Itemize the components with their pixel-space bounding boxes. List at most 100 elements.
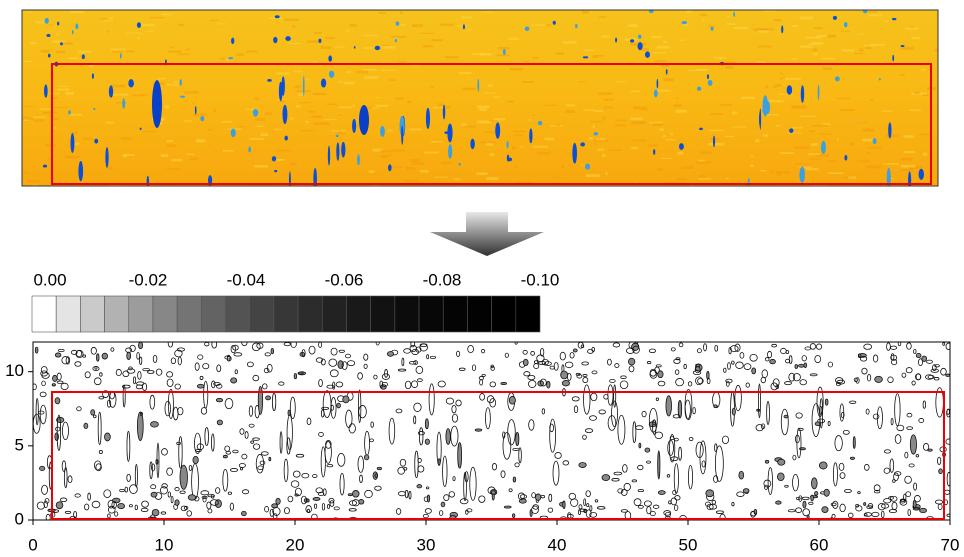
texture — [178, 23, 185, 27]
texture — [862, 138, 874, 142]
contour — [844, 488, 852, 494]
texture — [700, 13, 708, 16]
texture — [850, 142, 855, 146]
texture — [655, 89, 671, 92]
texture — [255, 125, 265, 128]
contour — [540, 495, 546, 499]
texture — [331, 130, 346, 132]
contour — [403, 348, 411, 354]
contour — [57, 348, 65, 353]
contour — [413, 402, 422, 412]
contour — [41, 380, 46, 387]
contour — [156, 442, 160, 479]
texture — [687, 69, 702, 71]
colorbar-swatch — [80, 295, 105, 333]
contour — [819, 405, 823, 415]
texture — [708, 25, 715, 28]
texture — [137, 37, 140, 40]
contour — [424, 508, 432, 514]
spot — [60, 42, 63, 46]
texture — [733, 27, 749, 30]
texture — [120, 137, 133, 140]
texture — [305, 120, 309, 123]
texture — [774, 84, 782, 87]
contour — [445, 428, 451, 445]
contour — [918, 418, 925, 423]
contour — [751, 367, 757, 375]
contour — [801, 496, 810, 501]
spot — [425, 107, 431, 129]
spot — [908, 171, 912, 186]
texture — [422, 45, 434, 48]
contour — [830, 502, 837, 507]
texture — [431, 140, 443, 143]
contour — [54, 432, 59, 442]
contour — [318, 342, 323, 348]
contour — [561, 380, 570, 387]
contour — [348, 423, 356, 434]
texture — [755, 61, 767, 64]
contour — [648, 407, 658, 433]
texture — [685, 10, 693, 13]
contour — [687, 381, 693, 387]
texture — [868, 146, 882, 149]
image-border — [21, 9, 939, 187]
texture — [30, 116, 46, 118]
contour — [264, 352, 271, 357]
texture — [601, 35, 610, 38]
texture — [903, 135, 914, 138]
texture — [462, 49, 466, 51]
contour — [126, 473, 131, 482]
texture — [660, 157, 673, 159]
contour — [575, 372, 581, 376]
contour — [742, 488, 750, 494]
contour — [257, 385, 264, 415]
texture — [276, 72, 290, 75]
contour — [490, 366, 495, 371]
contour — [478, 376, 484, 381]
texture — [602, 154, 606, 158]
spot — [834, 76, 840, 82]
contour — [397, 368, 407, 372]
contour — [141, 500, 149, 508]
contour — [167, 491, 171, 498]
texture — [597, 148, 605, 151]
contour — [582, 434, 587, 440]
colorbar-swatch — [152, 295, 178, 333]
contour — [701, 460, 706, 468]
texture — [815, 154, 830, 157]
contour — [799, 379, 807, 386]
texture — [664, 182, 679, 184]
contour — [369, 438, 374, 443]
colorbar-tick-label: -0.02 — [129, 270, 168, 289]
x-tick-label: 50 — [679, 535, 698, 554]
contour — [429, 355, 437, 359]
contour — [308, 345, 316, 355]
texture — [740, 96, 755, 100]
contour — [329, 500, 335, 507]
contour — [374, 485, 382, 491]
texture — [50, 97, 58, 99]
texture — [312, 61, 316, 63]
contour — [585, 509, 592, 518]
texture — [589, 120, 604, 123]
texture — [656, 168, 662, 170]
contour — [921, 355, 928, 362]
contour — [204, 427, 209, 447]
texture — [566, 104, 576, 107]
contour — [241, 453, 248, 460]
contour — [589, 415, 597, 421]
contour — [395, 508, 402, 515]
spot — [524, 26, 530, 32]
texture — [883, 163, 900, 165]
spot — [81, 54, 85, 60]
texture — [632, 139, 646, 142]
contour — [232, 449, 239, 454]
texture — [338, 106, 352, 109]
contour — [269, 508, 275, 517]
texture — [432, 107, 444, 109]
texture — [138, 23, 155, 27]
contour — [122, 370, 130, 378]
contour — [562, 460, 570, 466]
contour — [332, 381, 336, 390]
